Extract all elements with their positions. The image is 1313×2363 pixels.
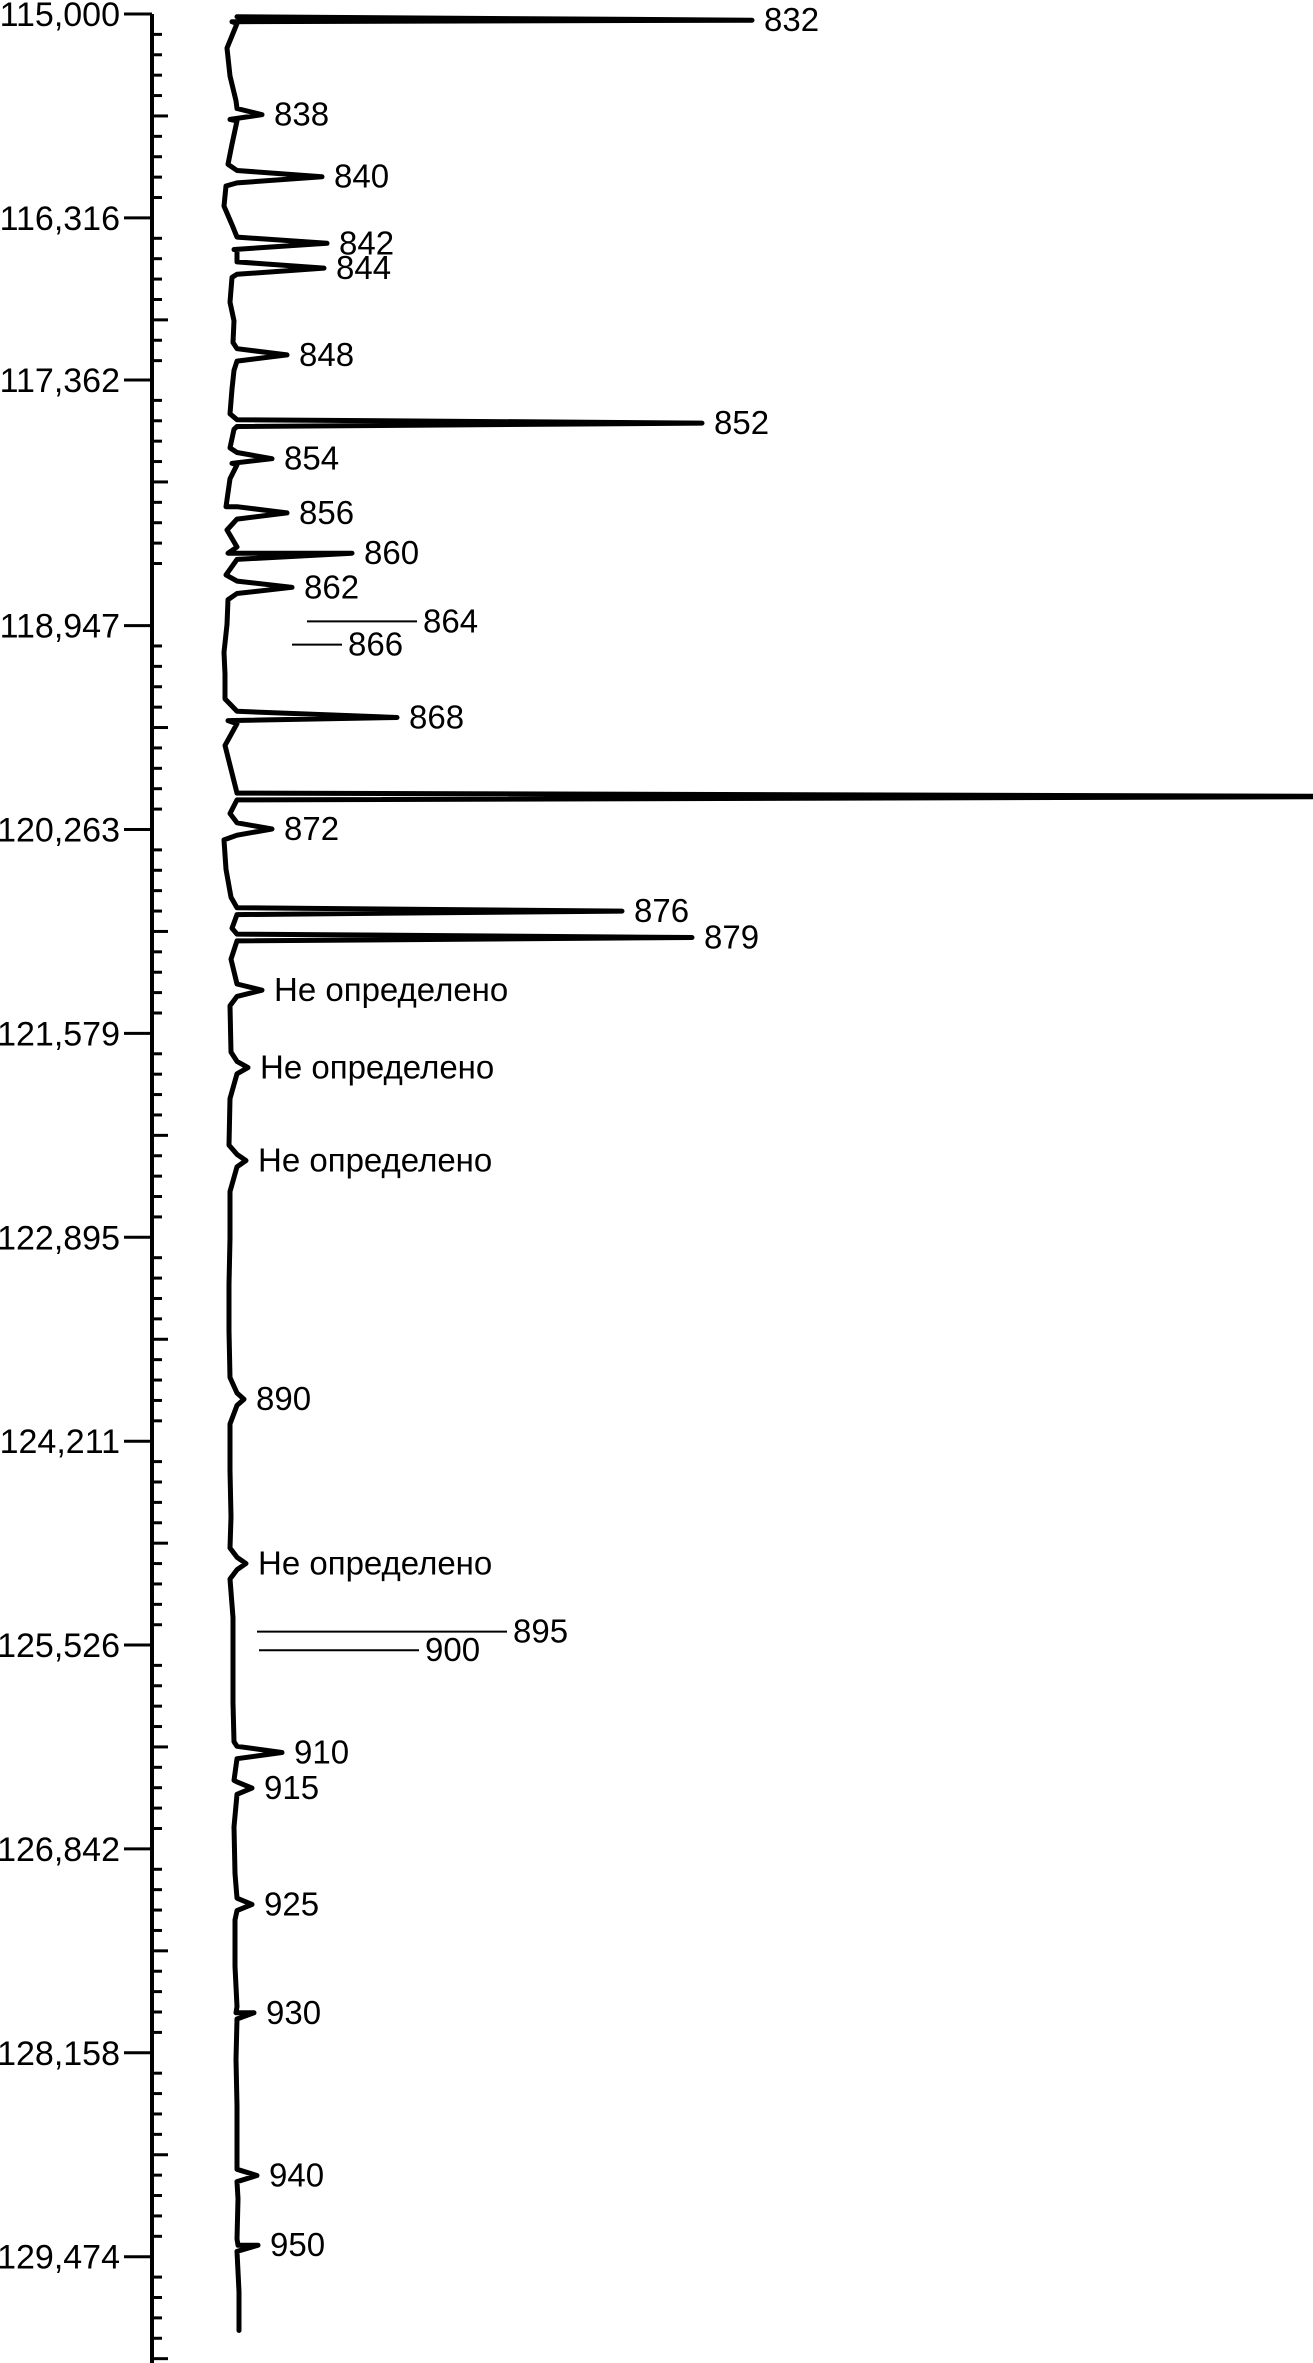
trace-line [221, 14, 1313, 2333]
peak-label: Не определено [274, 971, 508, 1008]
peak-label: 862 [304, 568, 359, 605]
peak-label: 950 [270, 2226, 325, 2263]
peak-label: 900 [425, 1631, 480, 1668]
peak-label: Не определено [258, 1142, 492, 1179]
y-tick-label: 116,316 [0, 200, 120, 238]
peak-label: 872 [284, 810, 339, 847]
y-tick-label: 126,842 [0, 1831, 120, 1869]
peak-label: 930 [266, 1994, 321, 2031]
y-tick-label: 118,947 [0, 608, 120, 646]
peak-label: Не определено [260, 1049, 494, 1086]
chromatogram-trace [221, 14, 1313, 2333]
peak-label: 895 [513, 1613, 568, 1650]
y-tick-label: 124,211 [0, 1423, 120, 1461]
peak-label: 840 [334, 158, 389, 195]
peak-label: 856 [299, 494, 354, 531]
peak-label: 915 [264, 1769, 319, 1806]
y-tick-label: 121,579 [0, 1015, 120, 1053]
peak-label: 890 [256, 1380, 311, 1417]
peak-label: 854 [284, 440, 339, 477]
peak-label: 848 [299, 336, 354, 373]
y-tick-label: 125,526 [0, 1627, 120, 1665]
peak-label: 838 [274, 96, 329, 133]
peak-label: 876 [634, 892, 689, 929]
y-tick-label: 122,895 [0, 1219, 120, 1257]
peak-labels: 8328388408428448488528548568608628648668… [256, 1, 819, 2263]
y-tick-label: 129,474 [0, 2239, 120, 2277]
y-tick-label: 115,000 [0, 0, 120, 34]
peak-label: 925 [264, 1885, 319, 1922]
peak-label: 832 [764, 1, 819, 38]
peak-label: 940 [269, 2157, 324, 2194]
peak-label: 879 [704, 918, 759, 955]
y-axis-tick-labels: 115,000 116,316 117,362 118,947 120,263 121,5… [0, 0, 120, 2277]
y-tick-label: 120,263 [0, 811, 120, 849]
peak-label: 844 [336, 249, 391, 286]
y-tick-label: 117,362 [0, 362, 120, 400]
peak-label: 842 [339, 224, 394, 261]
y-axis-ticks [124, 12, 168, 2361]
peak-label: 868 [409, 698, 464, 735]
peak-label: Не определено [258, 1544, 492, 1581]
peak-callout-lines [257, 620, 507, 1652]
peak-label: 910 [294, 1734, 349, 1771]
peak-label: 860 [364, 534, 419, 571]
y-tick-label: 128,158 [0, 2035, 120, 2073]
peak-label: 864 [423, 602, 478, 639]
peak-label: 866 [348, 626, 403, 663]
peak-label: 852 [714, 404, 769, 441]
